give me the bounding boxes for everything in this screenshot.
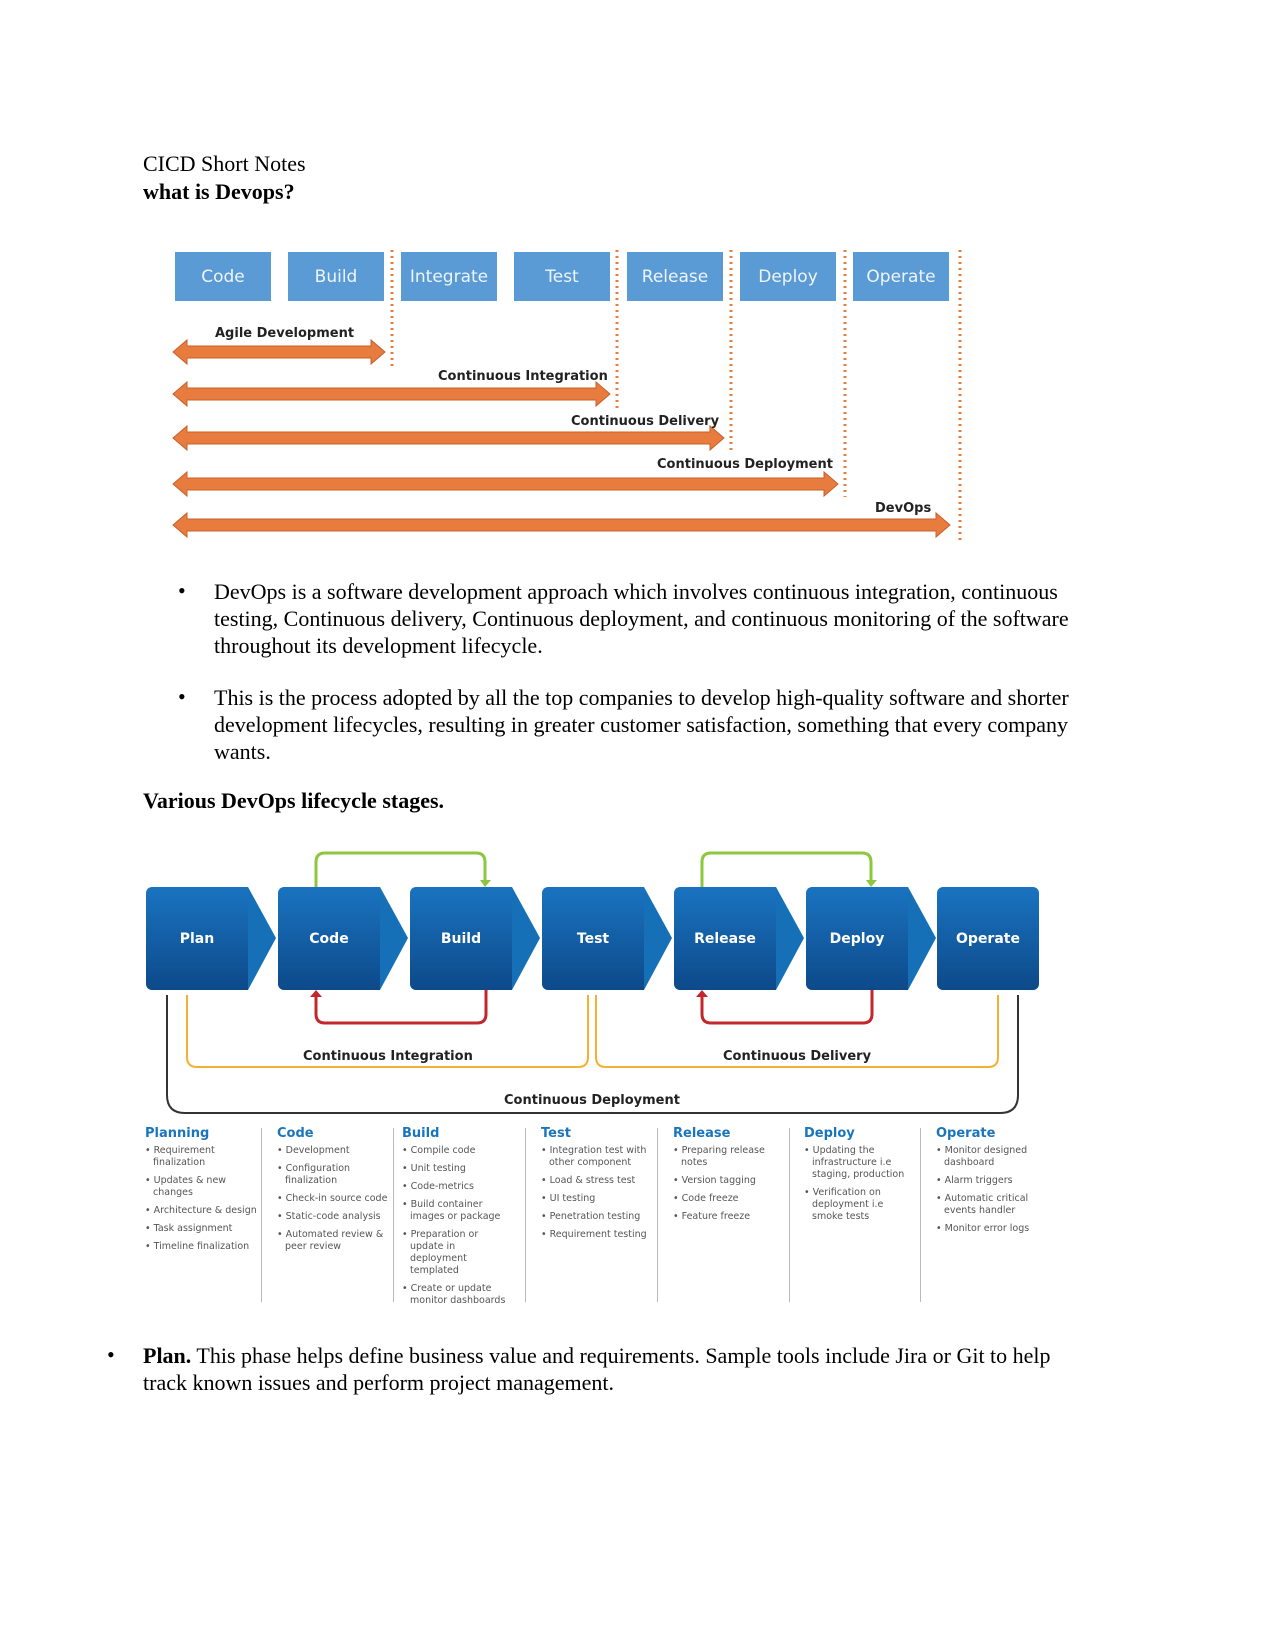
label-cd: Continuous Delivery xyxy=(571,414,720,429)
column-item: Updating the infrastructure i.e staging,… xyxy=(804,1145,916,1181)
stage-box-deploy: Deploy xyxy=(740,252,836,301)
stage-column-deploy: Deploy Updating the infrastructure i.e st… xyxy=(804,1126,916,1229)
stage-column-test: Test Integration test with other componen… xyxy=(541,1126,653,1247)
column-item: Monitor error logs xyxy=(936,1223,1048,1235)
bracket-ci xyxy=(186,995,589,1068)
column-title: Build xyxy=(402,1126,440,1141)
bullet-marker: • xyxy=(107,1342,115,1367)
column-item: UI testing xyxy=(541,1193,653,1205)
column-item: Development xyxy=(277,1145,389,1157)
label-devops: DevOps xyxy=(875,501,932,516)
bullet-text-2: This is the process adopted by all the t… xyxy=(214,685,1069,764)
stage-release: Release xyxy=(674,887,776,990)
stage-deploy: Deploy xyxy=(806,887,908,990)
arrow-devops xyxy=(172,511,951,539)
column-item: Requirement testing xyxy=(541,1229,653,1241)
bullet-text-1: DevOps is a software development approac… xyxy=(214,579,1069,658)
column-item: Unit testing xyxy=(402,1163,514,1175)
column-item: Monitor designed dashboard xyxy=(936,1145,1048,1169)
plan-note-text: This phase helps define business value a… xyxy=(143,1343,1051,1395)
label-cdeploy: Continuous Deployment xyxy=(657,457,833,472)
stage-box-build: Build xyxy=(288,252,384,301)
span-arrows xyxy=(172,250,962,540)
column-item: Automatic critical events handler xyxy=(936,1193,1048,1217)
label-continuous-integration: Continuous Integration xyxy=(303,1049,473,1064)
column-item: Create or update monitor dashboards xyxy=(402,1283,514,1307)
column-item: Preparing release notes xyxy=(673,1145,785,1169)
stage-box-test: Test xyxy=(514,252,610,301)
column-title: Code xyxy=(277,1126,314,1141)
column-item: Build container images or package xyxy=(402,1199,514,1223)
stage-column-code: Code Development Configuration finalizatio… xyxy=(277,1126,389,1259)
stage-column-operate: Operate Monitor designed dashboard Alarm t… xyxy=(936,1126,1048,1241)
stage-code: Code xyxy=(278,887,380,990)
loop-deploy-release xyxy=(700,990,874,1025)
column-item: Code-metrics xyxy=(402,1181,514,1193)
column-title: Operate xyxy=(936,1126,996,1141)
arrow-cd xyxy=(172,424,725,452)
stage-plan: Plan xyxy=(146,887,248,990)
stage-column-release: Release Preparing release notes Version ta… xyxy=(673,1126,785,1229)
stage-box-integrate: Integrate xyxy=(401,252,497,301)
column-item: Task assignment xyxy=(145,1223,257,1235)
column-item: Feature freeze xyxy=(673,1211,785,1223)
stage-column-build: Build Compile code Unit testing Code-metric… xyxy=(402,1126,514,1313)
label-agile: Agile Development xyxy=(215,326,355,341)
arrow-ci xyxy=(172,380,611,408)
loop-code-build xyxy=(314,851,487,887)
loop-release-deploy xyxy=(700,851,873,887)
column-title: Test xyxy=(541,1126,571,1141)
column-title: Planning xyxy=(145,1126,210,1141)
column-item: Code freeze xyxy=(673,1193,785,1205)
chevron-tips xyxy=(248,887,936,990)
column-item: Verification on deployment i.e smoke tes… xyxy=(804,1187,916,1223)
stage-build: Build xyxy=(410,887,512,990)
column-item: Preparation or update in deployment temp… xyxy=(402,1229,514,1277)
column-item: Compile code xyxy=(402,1145,514,1157)
column-item: Configuration finalization xyxy=(277,1163,389,1187)
label-continuous-deployment: Continuous Deployment xyxy=(504,1093,680,1108)
bullet-marker: • xyxy=(178,578,186,603)
column-item: Check-in source code xyxy=(277,1193,389,1205)
column-item: Integration test with other component xyxy=(541,1145,653,1169)
stage-operate: Operate xyxy=(937,887,1039,990)
bullet-marker: • xyxy=(178,684,186,709)
column-title: Release xyxy=(673,1126,731,1141)
column-item: Updates & new changes xyxy=(145,1175,257,1199)
column-item: Penetration testing xyxy=(541,1211,653,1223)
column-item: Automated review & peer review xyxy=(277,1229,389,1253)
doc-subtitle: what is Devops? xyxy=(143,179,295,204)
stage-column-planning: Planning Requirement finalization Updates … xyxy=(145,1126,257,1259)
column-item: Timeline finalization xyxy=(145,1241,257,1253)
column-item: Alarm triggers xyxy=(936,1175,1048,1187)
stage-box-release: Release xyxy=(627,252,723,301)
stage-box-code: Code xyxy=(175,252,271,301)
arrow-agile xyxy=(172,338,386,366)
column-item: Load & stress test xyxy=(541,1175,653,1187)
label-continuous-delivery: Continuous Delivery xyxy=(723,1049,872,1064)
lifecycle-loops xyxy=(166,851,1019,1114)
bracket-cdeploy xyxy=(166,995,1019,1114)
column-title: Deploy xyxy=(804,1126,855,1141)
loop-build-code xyxy=(314,990,488,1025)
column-item: Requirement finalization xyxy=(145,1145,257,1169)
dotted-dividers xyxy=(390,250,962,540)
stage-box-operate: Operate xyxy=(853,252,949,301)
label-ci: Continuous Integration xyxy=(438,369,608,384)
column-item: Version tagging xyxy=(673,1175,785,1187)
plan-note-bold: Plan. xyxy=(143,1343,192,1368)
section-heading: Various DevOps lifecycle stages. xyxy=(143,788,445,813)
column-item: Static-code analysis xyxy=(277,1211,389,1223)
doc-title: CICD Short Notes xyxy=(143,151,306,176)
plan-note: Plan. This phase helps define business v… xyxy=(143,1342,1073,1396)
bracket-cd xyxy=(595,995,999,1068)
arrow-cdeploy xyxy=(172,470,839,498)
column-item: Architecture & design xyxy=(145,1205,257,1217)
stage-test: Test xyxy=(542,887,644,990)
